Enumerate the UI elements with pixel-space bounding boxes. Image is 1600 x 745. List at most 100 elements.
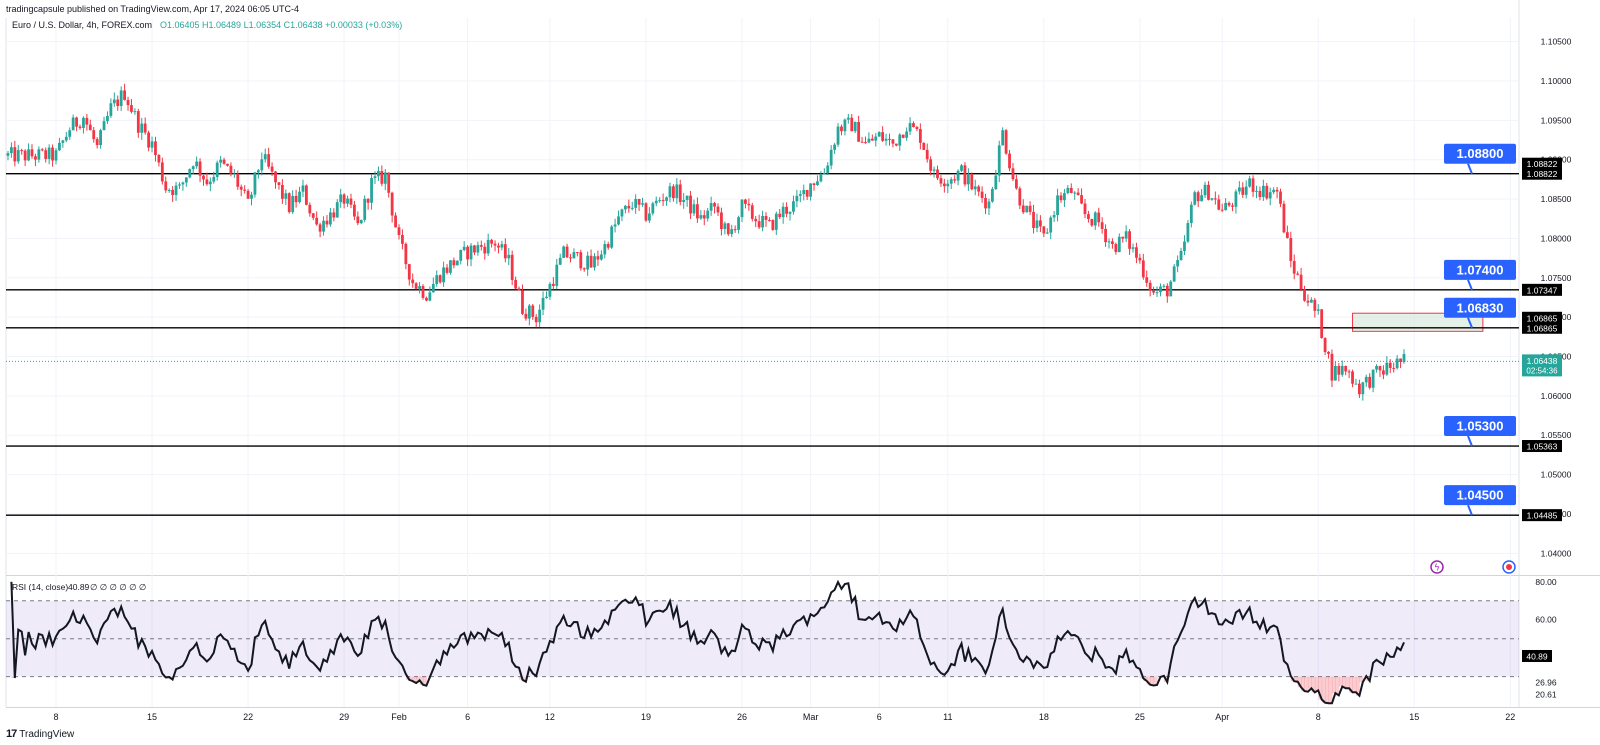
- candle-body: [1309, 299, 1313, 303]
- candle-body: [805, 189, 809, 197]
- candle-body: [1402, 353, 1406, 362]
- candle-body: [1021, 205, 1025, 213]
- candle-body: [143, 123, 147, 133]
- candle-body: [853, 121, 857, 132]
- candle-body: [503, 244, 507, 259]
- candle-body: [915, 127, 919, 130]
- candle-body: [545, 296, 548, 298]
- candle-body: [493, 243, 497, 246]
- candle-body: [1203, 184, 1207, 196]
- callout-arrow: [1467, 435, 1473, 447]
- candle-body: [1179, 250, 1183, 260]
- candle-body: [1337, 365, 1341, 375]
- candle-body: [171, 189, 175, 196]
- candle-body: [1265, 185, 1269, 199]
- candle-body: [1018, 188, 1022, 206]
- candle-body: [637, 198, 641, 205]
- candle-body: [1121, 236, 1125, 239]
- candle-body: [1231, 205, 1234, 207]
- candle-body: [1152, 290, 1155, 293]
- candle-body: [383, 172, 387, 184]
- candle-body: [1124, 231, 1128, 239]
- candle-body: [696, 204, 699, 219]
- callout-box: [1444, 485, 1516, 506]
- candle-body: [16, 150, 20, 162]
- candle-body: [174, 185, 178, 196]
- rsi-oversold-fill: [1297, 676, 1302, 688]
- candle-body: [92, 130, 96, 140]
- candle-body: [829, 149, 833, 166]
- candle-body: [1220, 209, 1224, 211]
- candle-body: [1241, 187, 1245, 195]
- candle-body: [973, 186, 977, 190]
- candle-body: [606, 244, 610, 248]
- candle-body: [1083, 203, 1087, 215]
- candle-body: [390, 192, 394, 216]
- candle-body: [226, 163, 229, 166]
- candle-body: [181, 182, 185, 185]
- candle-body: [246, 190, 250, 199]
- candle-body: [726, 223, 730, 235]
- time-tick-label: 12: [545, 712, 555, 722]
- candle-body: [891, 139, 895, 144]
- candle-body: [71, 117, 75, 131]
- rsi-value-label-box: [1522, 649, 1552, 662]
- time-tick-label: 18: [1039, 712, 1049, 722]
- candle-body: [232, 173, 236, 175]
- candle-body: [130, 105, 133, 112]
- candle-body: [239, 186, 243, 190]
- candle-body: [562, 246, 566, 258]
- candle-body: [1189, 204, 1193, 224]
- candle-body: [521, 290, 524, 314]
- candle-body: [912, 123, 915, 128]
- candle-body: [1159, 286, 1162, 293]
- candle-body: [884, 138, 888, 141]
- candle-body: [980, 191, 984, 198]
- callout-arrow: [1467, 163, 1473, 175]
- candle-body: [1282, 203, 1286, 233]
- rsi-legend-label: RSI (14, close): [12, 582, 68, 592]
- horizontal-levels: 1.08800 1.07400 1.06830 1.05300 1.04500: [6, 143, 1519, 516]
- candle-body: [1193, 192, 1197, 205]
- candle-body: [1104, 228, 1107, 243]
- candle-body: [1275, 189, 1279, 192]
- candle-body: [30, 149, 34, 157]
- candle-body: [1165, 285, 1169, 297]
- candle-body: [939, 178, 943, 184]
- callout-box: [1444, 416, 1516, 437]
- candle-body: [963, 165, 967, 185]
- time-tick-label: 25: [1135, 712, 1145, 722]
- level-axis-label-box: [1522, 509, 1562, 522]
- candle-body: [99, 130, 102, 146]
- candle-body: [658, 200, 662, 202]
- candle-body: [404, 243, 408, 265]
- candle-body: [846, 117, 850, 120]
- price-tick-label: 1.05500: [1541, 430, 1572, 440]
- tradingview-icon: 17: [6, 728, 17, 740]
- candle-body: [692, 204, 696, 214]
- candle-body: [850, 117, 854, 132]
- candle-body: [449, 260, 452, 273]
- candle-body: [1162, 285, 1166, 287]
- candle-body: [709, 203, 713, 211]
- tradingview-logo[interactable]: 17 TradingView: [6, 727, 74, 741]
- price-tick-label: 1.08500: [1541, 194, 1572, 204]
- candle-body: [222, 159, 226, 164]
- candle-body: [1213, 198, 1217, 200]
- candle-body: [37, 149, 41, 160]
- candle-body: [730, 229, 734, 235]
- candle-body: [620, 209, 624, 217]
- candle-body: [589, 255, 593, 268]
- candle-body: [112, 99, 116, 104]
- candle-body: [867, 138, 871, 143]
- candle-body: [874, 136, 878, 141]
- price-tick-label: 1.07500: [1541, 273, 1572, 283]
- candle-body: [160, 162, 164, 182]
- symbol-legend: Euro / U.S. Dollar, 4h, FOREX.com: [12, 20, 152, 30]
- candle-body: [723, 223, 727, 229]
- candle-body: [349, 198, 353, 205]
- candle-body: [10, 147, 13, 154]
- candle-body: [699, 215, 703, 219]
- rsi-line: [10, 579, 1405, 705]
